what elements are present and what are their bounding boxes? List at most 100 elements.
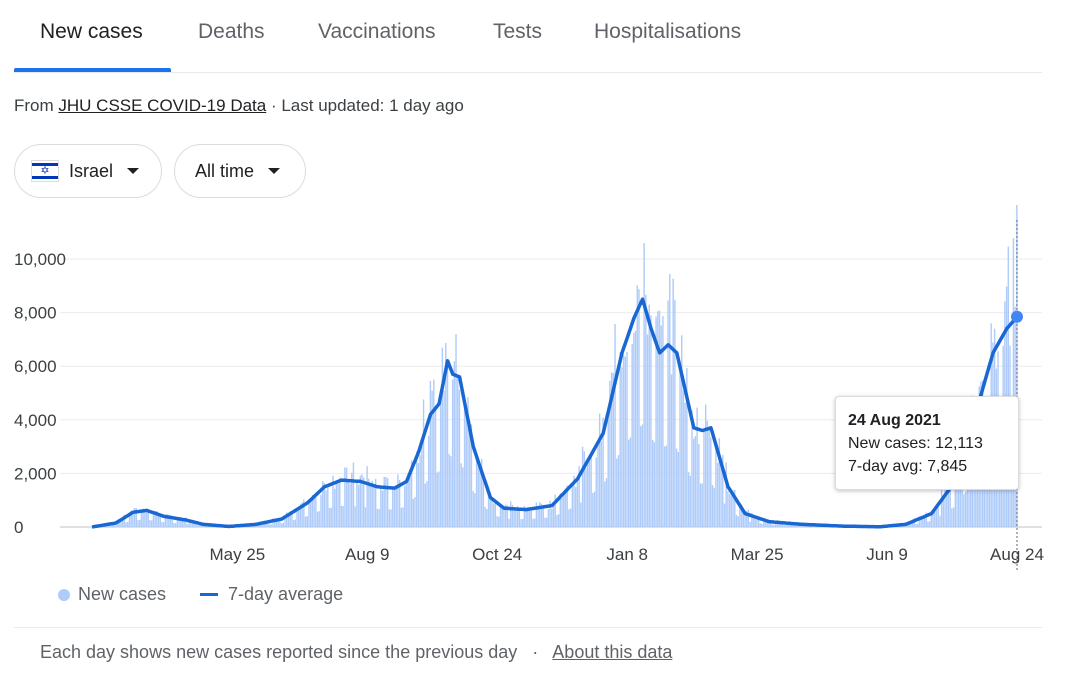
new-cases-bar	[552, 505, 555, 527]
new-cases-bar	[740, 504, 743, 527]
new-cases-bar	[585, 468, 587, 527]
new-cases-bar	[735, 514, 738, 527]
new-cases-bar	[279, 518, 281, 527]
new-cases-bar	[732, 490, 734, 527]
new-cases-bar	[506, 505, 509, 527]
new-cases-bar	[754, 516, 756, 527]
new-cases-bar	[313, 498, 315, 527]
new-cases-bar	[162, 522, 165, 527]
x-tick-label: Jun 9	[866, 545, 908, 564]
new-cases-bar	[923, 515, 926, 527]
new-cases-bar	[621, 367, 623, 527]
new-cases-bar	[286, 512, 288, 527]
new-cases-bar	[761, 523, 763, 527]
source-link[interactable]: JHU CSSE COVID-19 Data	[58, 96, 267, 115]
new-cases-bar	[491, 497, 493, 527]
new-cases-bar	[581, 446, 584, 527]
new-cases-bar	[161, 521, 163, 527]
new-cases-bar	[628, 439, 630, 527]
new-cases-bar	[776, 522, 779, 527]
new-cases-bar	[301, 502, 303, 527]
new-cases-bar	[327, 487, 329, 527]
new-cases-bar	[277, 518, 279, 527]
new-cases-bar	[542, 506, 544, 527]
about-data-link[interactable]: About this data	[552, 642, 673, 662]
new-cases-bar	[958, 462, 960, 527]
new-cases-bar	[316, 511, 319, 527]
tab-hospitalisations[interactable]: Hospitalisations	[594, 20, 742, 43]
time-range-selector[interactable]: All time	[174, 144, 306, 198]
tab-vaccinations[interactable]: Vaccinations	[318, 20, 436, 43]
new-cases-bar	[643, 243, 645, 527]
new-cases-bar	[378, 508, 380, 527]
cases-chart[interactable]: 10,000 8,000 6,000 4,000 2,000 0 May 25 Aug 9 Oc…	[0, 205, 1080, 575]
new-cases-bar	[679, 371, 681, 527]
new-cases-bar	[392, 487, 394, 527]
footer-separator: ·	[532, 642, 539, 662]
tooltip-new-cases: New cases: 12,113	[848, 435, 983, 452]
new-cases-bar	[809, 525, 811, 527]
new-cases-bar	[619, 352, 621, 527]
source-prefix: From	[14, 96, 59, 115]
new-cases-bar	[616, 458, 618, 527]
x-tick-label: May 25	[209, 545, 265, 564]
new-cases-bar	[634, 330, 637, 527]
new-cases-bar	[920, 518, 922, 527]
new-cases-bar	[626, 351, 628, 527]
new-cases-bar	[434, 409, 437, 527]
new-cases-bar	[486, 509, 488, 527]
new-cases-bar	[588, 457, 591, 527]
new-cases-bar	[759, 523, 762, 527]
new-cases-bar	[954, 487, 957, 527]
new-cases-bar	[905, 525, 907, 527]
new-cases-bar	[366, 466, 368, 527]
new-cases-bar	[409, 475, 411, 527]
new-cases-bar	[457, 374, 459, 527]
new-cases-bar	[516, 506, 519, 527]
new-cases-bar	[785, 525, 787, 527]
new-cases-bar	[944, 486, 946, 527]
legend-avg: 7-day average	[228, 584, 344, 604]
new-cases-bar	[508, 518, 510, 527]
new-cases-bar	[258, 525, 261, 527]
new-cases-bar	[651, 439, 654, 527]
new-cases-bar	[282, 522, 285, 527]
new-cases-bar	[727, 491, 729, 527]
new-cases-bar	[903, 525, 905, 527]
new-cases-bar	[339, 477, 341, 527]
tooltip-avg: 7-day avg: 7,845	[848, 458, 968, 475]
new-cases-bar	[610, 372, 613, 527]
new-cases-bar	[156, 510, 158, 527]
tab-deaths[interactable]: Deaths	[198, 20, 265, 43]
new-cases-bar	[460, 463, 462, 527]
new-cases-bar	[932, 510, 934, 527]
tab-new-cases[interactable]: New cases	[40, 20, 143, 43]
new-cases-bar	[522, 519, 524, 527]
new-cases-bar	[115, 525, 117, 527]
new-cases-bar	[359, 475, 361, 527]
new-cases-bar	[547, 509, 550, 527]
new-cases-bar	[303, 499, 305, 527]
legend-line-icon	[200, 593, 219, 596]
new-cases-bar	[479, 464, 481, 527]
new-cases-bar	[374, 478, 377, 527]
new-cases-bar	[332, 475, 334, 527]
tab-tests[interactable]: Tests	[493, 20, 543, 43]
new-cases-bar	[438, 471, 440, 527]
chart-legend: New cases 7-day average	[58, 584, 343, 605]
new-cases-bar	[121, 518, 124, 527]
new-cases-bar	[139, 519, 141, 527]
new-cases-bar	[422, 399, 425, 527]
country-selector[interactable]: ✡ Israel	[14, 144, 162, 198]
new-cases-bar	[605, 478, 608, 527]
new-cases-bar	[171, 519, 173, 527]
new-cases-bar	[704, 404, 707, 527]
highlight-point	[1011, 310, 1023, 323]
new-cases-bar	[663, 446, 666, 527]
new-cases-bar	[689, 475, 691, 527]
new-cases-bar	[653, 442, 656, 527]
new-cases-bar	[421, 442, 423, 527]
new-cases-bar	[745, 510, 748, 527]
new-cases-bar	[928, 521, 931, 527]
new-cases-bar	[181, 519, 184, 527]
